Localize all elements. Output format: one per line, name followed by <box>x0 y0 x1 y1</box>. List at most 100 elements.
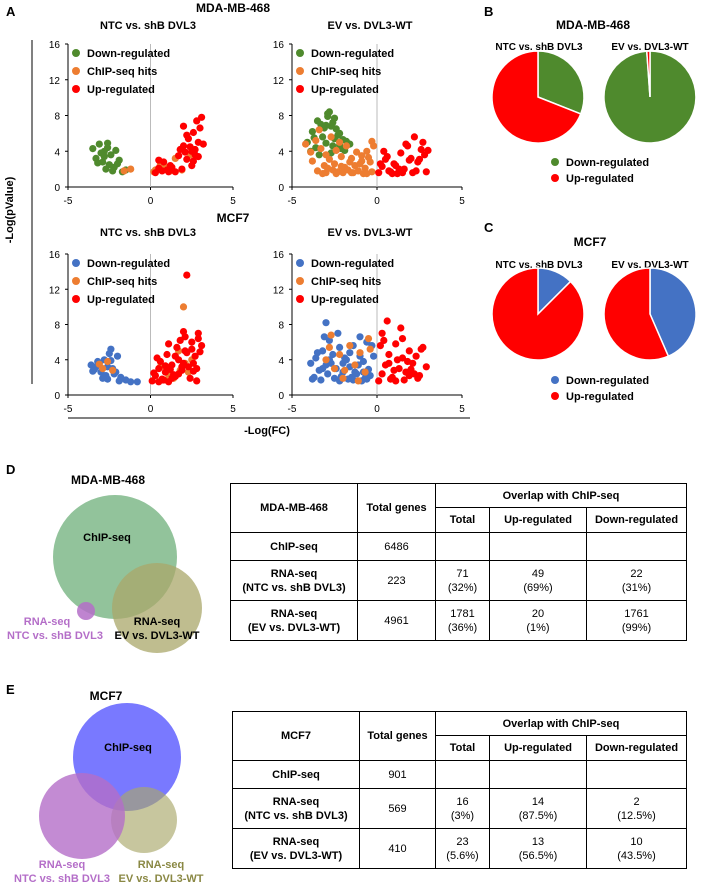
data-point <box>175 152 183 160</box>
venn-d-ntc-label-1: RNA-seq <box>24 616 70 628</box>
data-point <box>339 374 347 382</box>
e-header-cell: MCF7 <box>232 711 360 761</box>
data-point <box>419 138 427 146</box>
d-row3-down: 1761 (99%) <box>585 600 688 641</box>
data-point <box>376 342 384 350</box>
data-point <box>179 303 188 311</box>
y-tick-label: 16 <box>49 250 61 261</box>
data-point <box>178 363 186 371</box>
data-point <box>196 348 204 356</box>
data-point <box>178 165 186 173</box>
table-row: ChIP-seq 901 <box>232 760 688 789</box>
legend-down-swatch <box>296 259 304 267</box>
data-point <box>199 140 207 148</box>
panel-c-legend-down-swatch <box>551 376 559 384</box>
legend-chip-swatch <box>72 67 80 75</box>
data-point <box>361 164 369 172</box>
d-row1-total-genes: 6486 <box>357 532 436 561</box>
x-axis-label: -Log(FC) <box>244 425 290 437</box>
legend-up-swatch <box>72 295 80 303</box>
legend-up-label: Up-regulated <box>87 294 155 306</box>
data-point <box>100 153 108 161</box>
table-row: RNA-seq (EV vs. DVL3-WT) 410 23 (5.6%) 13(… <box>232 828 688 869</box>
venn-d-ev-circle <box>112 563 202 653</box>
e-row3-total-count: 23 <box>456 835 469 848</box>
data-point <box>127 378 135 386</box>
data-point <box>105 350 113 358</box>
legend-chip-label: ChIP-seq hits <box>311 66 381 78</box>
d-row3-label: RNA-seq (EV vs. DVL3-WT) <box>230 600 358 641</box>
d-subheader-total: Total <box>435 507 490 533</box>
e-row2-label-2: (NTC vs. shB DVL3) <box>244 809 348 822</box>
d-row2-total: 71 (32%) <box>435 560 490 601</box>
d-header-overlap: Overlap with ChIP-seq <box>434 483 688 508</box>
x-tick-label: -5 <box>288 196 297 207</box>
d-row2-total-pct: (32%) <box>447 581 478 594</box>
legend-chip-label: ChIP-seq hits <box>87 276 157 288</box>
pie-chart-2 <box>603 50 697 144</box>
scatter-title: NTC vs. shB DVL3 <box>100 227 196 239</box>
data-point <box>337 153 345 161</box>
data-point <box>363 170 371 178</box>
e-row3-total-genes: 410 <box>359 828 436 869</box>
series-down-regulated <box>87 345 141 386</box>
data-point <box>358 152 366 160</box>
d-row2-down-count: 22 <box>630 567 643 580</box>
legend-down-label: Down-regulated <box>311 48 394 60</box>
y-tick-label: 0 <box>54 183 60 194</box>
data-point <box>346 342 354 350</box>
panel-c-left-title: NTC vs. shB DVL3 <box>495 260 583 271</box>
data-point <box>363 375 371 383</box>
data-point <box>113 160 122 168</box>
data-point <box>127 165 135 173</box>
d-row3-total: 1781 (36%) <box>435 600 490 641</box>
mcf7-scatter-heading: MCF7 <box>217 211 250 225</box>
venn-e-ntc-label-1: RNA-seq <box>39 859 85 871</box>
data-point <box>189 128 197 137</box>
data-point <box>308 128 316 136</box>
data-point <box>94 159 102 167</box>
data-point <box>400 376 408 384</box>
data-point <box>380 147 388 155</box>
data-point <box>308 375 316 383</box>
e-row2-total-pct: (3%) <box>450 809 475 822</box>
data-point <box>334 329 342 337</box>
data-point <box>158 376 166 384</box>
data-point <box>193 377 201 385</box>
data-point <box>397 149 405 157</box>
e-row1-up <box>489 760 587 789</box>
venn-e-ntc-circle <box>39 773 125 859</box>
table-row: RNA-seq (EV vs. DVL3-WT) 4961 1781 (36%) 2… <box>230 600 688 641</box>
y-tick-label: 4 <box>278 147 284 158</box>
y-tick-label: 16 <box>273 250 285 261</box>
legend-up-swatch <box>296 85 304 93</box>
legend-down-label: Down-regulated <box>311 258 394 270</box>
data-point <box>402 140 410 148</box>
e-row2-down-count: 2 <box>633 795 640 808</box>
data-point <box>198 113 206 121</box>
data-point <box>319 365 327 373</box>
data-point <box>368 137 376 145</box>
data-point <box>346 349 354 357</box>
data-point <box>329 350 337 359</box>
data-point <box>380 336 388 344</box>
series-up-regulated <box>375 133 432 178</box>
data-point <box>378 370 386 378</box>
data-point <box>198 342 206 350</box>
e-subheader-total: Total <box>435 735 490 761</box>
panel-e-title: MCF7 <box>90 689 123 703</box>
scatter-title: EV vs. DVL3-WT <box>328 20 413 32</box>
d-row1-label: ChIP-seq <box>230 532 358 561</box>
legend-up-swatch <box>296 295 304 303</box>
panel-c-legend-down: Down-regulated <box>566 375 649 387</box>
panel-b-legend-down: Down-regulated <box>566 157 649 169</box>
data-point <box>189 359 197 367</box>
data-point <box>353 148 361 156</box>
d-row3-total-count: 1781 <box>450 607 475 620</box>
panel-e-table: MCF7 Total genes Overlap with ChIP-seq T… <box>232 711 688 869</box>
data-point <box>361 368 369 376</box>
data-point <box>337 162 345 170</box>
data-point <box>325 343 333 351</box>
panel-c-right-title: EV vs. DVL3-WT <box>611 260 688 271</box>
e-row3-label-1: RNA-seq <box>272 835 320 848</box>
